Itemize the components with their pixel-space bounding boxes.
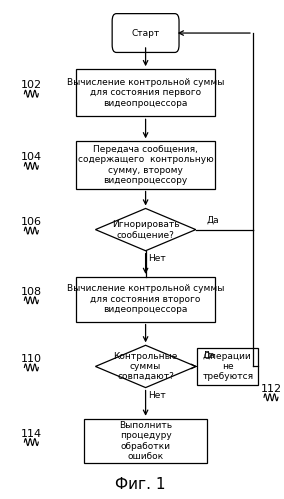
Text: Фиг. 1: Фиг. 1 xyxy=(115,477,165,492)
Text: 108: 108 xyxy=(21,287,42,297)
Text: 102: 102 xyxy=(21,80,42,90)
Text: Игнорировать
сообщение?: Игнорировать сообщение? xyxy=(112,220,179,240)
FancyBboxPatch shape xyxy=(76,69,215,116)
Text: Нет: Нет xyxy=(148,253,166,262)
Text: 114: 114 xyxy=(21,429,42,439)
Polygon shape xyxy=(95,345,196,388)
Text: Да: Да xyxy=(207,215,220,224)
Text: Старт: Старт xyxy=(131,28,160,37)
Text: Да: Да xyxy=(203,350,215,359)
Text: 106: 106 xyxy=(21,217,42,227)
Text: Выполнить
процедуру
обработки
ошибок: Выполнить процедуру обработки ошибок xyxy=(119,421,172,461)
Text: Вычисление контрольной суммы
для состояния первого
видеопроцессора: Вычисление контрольной суммы для состоян… xyxy=(67,78,224,108)
FancyBboxPatch shape xyxy=(84,419,207,464)
Text: Вычисление контрольной суммы
для состояния второго
видеопроцессора: Вычисление контрольной суммы для состоян… xyxy=(67,284,224,314)
FancyBboxPatch shape xyxy=(112,13,179,52)
Text: Передача сообщения,
содержащего  контрольную
сумму, второму
видеопроцессору: Передача сообщения, содержащего контроль… xyxy=(78,145,214,185)
FancyBboxPatch shape xyxy=(76,141,215,189)
Text: Нет: Нет xyxy=(148,391,166,400)
FancyBboxPatch shape xyxy=(197,348,258,385)
Text: 110: 110 xyxy=(21,354,42,364)
Polygon shape xyxy=(95,209,196,250)
Text: Контрольные
суммы
совпадают?: Контрольные суммы совпадают? xyxy=(113,351,178,381)
Text: 112: 112 xyxy=(260,384,281,394)
Text: Операции
не
требуются: Операции не требуются xyxy=(202,351,253,381)
FancyBboxPatch shape xyxy=(76,277,215,322)
Text: 104: 104 xyxy=(21,152,42,163)
